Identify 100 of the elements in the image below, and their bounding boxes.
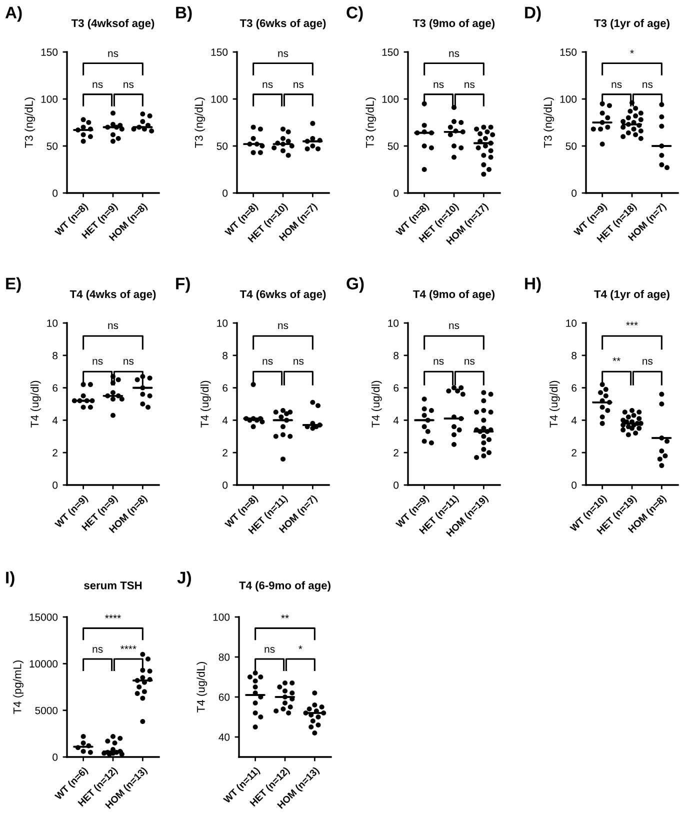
annotation: **: [281, 614, 289, 618]
y-tick-label: 10: [388, 320, 399, 327]
y-tick-label: 0: [394, 190, 399, 197]
chart-title: T3 (6wks of age): [240, 18, 326, 30]
y-tick-label: 2: [52, 449, 58, 456]
y-tick-label: 6: [572, 384, 577, 392]
y-tick-label: 0: [222, 482, 228, 489]
chart-title: T4 (1yr of age): [594, 290, 670, 300]
y-tick-label: 150: [211, 48, 228, 56]
y-tick-label: 5000: [35, 706, 58, 714]
text: H): [525, 277, 541, 293]
y-tick-label: 100: [211, 96, 228, 103]
y-axis-title: T4 (ug/dl): [200, 380, 211, 428]
y-tick-label: 40: [218, 734, 230, 741]
y-tick-label: 4: [393, 416, 399, 424]
y-tick-label: 0: [52, 190, 58, 197]
y-tick-label: 150: [41, 48, 58, 56]
y-tick-label: 4: [52, 416, 58, 424]
y-axis-title: T4 (ug/dl): [549, 380, 560, 428]
chart-title: T4 (9mo of age): [413, 290, 495, 300]
text: I): [6, 571, 14, 587]
annotation: ns: [264, 647, 275, 653]
annotation: ****: [120, 645, 136, 650]
y-axis-title: T4 (ug/dl): [371, 380, 382, 428]
annotation: ns: [278, 51, 288, 57]
annotation: ns: [124, 82, 134, 88]
y-tick-label: 4: [571, 416, 577, 424]
y-axis-title: T3 (ng/dL): [544, 98, 554, 148]
y-tick-label: 150: [382, 48, 399, 56]
y-tick-label: 0: [222, 190, 228, 197]
annotation: ns: [612, 82, 622, 88]
y-tick-label: 8: [572, 352, 577, 360]
y-tick-label: 0: [394, 482, 399, 489]
annotation: ns: [124, 358, 134, 365]
y-tick-label: 50: [388, 142, 399, 150]
annotation: ns: [92, 358, 103, 365]
text: D): [525, 6, 541, 22]
y-tick-label: 60: [218, 694, 230, 701]
y-tick-label: 2: [222, 449, 228, 456]
annotation: **: [612, 357, 620, 362]
y-tick-label: 6: [52, 384, 58, 392]
chart-title: T3 (4wksof age): [71, 18, 154, 30]
y-tick-label: 2: [394, 449, 398, 456]
y-tick-label: 0: [52, 754, 58, 761]
y-tick-label: 100: [382, 96, 399, 103]
chart-title: T4 (6-9mo of age): [239, 581, 330, 592]
y-tick-label: 2: [572, 449, 576, 456]
y-tick-label: 8: [222, 352, 228, 360]
y-tick-label: 100: [213, 614, 230, 621]
annotation: ns: [262, 358, 273, 365]
text: J): [177, 571, 191, 587]
annotation: ***: [626, 322, 638, 326]
y-axis-title: T3 (ng/dL): [366, 98, 376, 148]
annotation: ns: [294, 82, 304, 88]
chart-title: serum TSH: [84, 581, 142, 590]
y-tick-label: 50: [46, 142, 58, 150]
chart-title: T3 (1yr of age): [594, 18, 670, 30]
y-tick-label: 6: [394, 384, 399, 392]
annotation: ns: [464, 358, 475, 365]
chart-title: T4 (6wks of age): [240, 290, 326, 300]
y-tick-label: 80: [218, 654, 230, 661]
y-tick-label: 8: [394, 352, 399, 360]
y-tick-label: 0: [52, 482, 58, 489]
annotation: ns: [434, 358, 444, 365]
text: F): [176, 277, 190, 293]
y-tick-label: 10000: [30, 660, 58, 668]
annotation: ns: [108, 51, 118, 57]
annotation: ns: [92, 647, 103, 653]
y-axis-title: T3 (ng/dL): [24, 98, 36, 148]
y-tick-label: 10: [217, 320, 228, 327]
y-tick-label: 10: [566, 320, 577, 327]
chart-title: T4 (4wks of age): [70, 290, 156, 300]
y-tick-label: 0: [572, 190, 577, 197]
annotation: ns: [434, 82, 444, 88]
text: C): [346, 6, 363, 22]
annotation: ns: [92, 82, 103, 88]
text: G): [346, 277, 364, 293]
annotation: ns: [642, 358, 653, 365]
y-axis-title: T3 (ng/dL): [194, 98, 206, 148]
chart-title: T3 (9mo of age): [413, 18, 495, 30]
annotation: ns: [464, 82, 475, 88]
annotation: ns: [294, 358, 304, 365]
y-tick-label: 15000: [30, 614, 58, 621]
annotation: ns: [108, 323, 118, 330]
annotation: ns: [278, 323, 288, 330]
y-tick-label: 4: [222, 416, 228, 424]
y-tick-label: 50: [566, 142, 577, 150]
annotation: *: [298, 645, 302, 650]
y-tick-label: 6: [222, 384, 228, 392]
annotation: ns: [642, 82, 653, 88]
text: B): [176, 6, 192, 22]
annotation: ns: [449, 51, 460, 57]
annotation: ns: [262, 82, 273, 88]
y-axis-title: T4 (pg/mL): [13, 660, 24, 714]
annotation: ns: [449, 323, 460, 330]
y-tick-label: 100: [560, 96, 577, 103]
y-tick-label: 0: [572, 482, 577, 489]
y-tick-label: 10: [47, 320, 58, 327]
y-axis-title: T4 (ug/dl): [30, 380, 41, 428]
annotation: ****: [105, 614, 121, 618]
